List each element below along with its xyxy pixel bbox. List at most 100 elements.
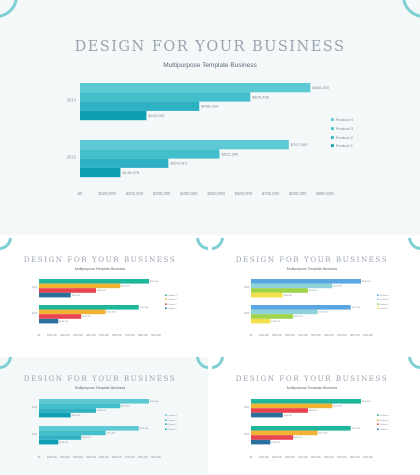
legend-swatch [377, 423, 379, 425]
x-tick-label: $0 [78, 191, 83, 196]
chart-thumbnail-2: DESIGN FOR YOUR BUSINESS Multipurpose Tem… [24, 255, 178, 337]
legend-label: Product 2 [380, 303, 390, 306]
bar [39, 314, 82, 319]
legend-swatch [377, 419, 379, 421]
legend-swatch [165, 294, 167, 296]
category-label: 2015 [32, 313, 38, 315]
bar [80, 158, 169, 168]
legend-label: Product 1 [380, 307, 390, 310]
x-tick-label: $300,000 [73, 335, 83, 337]
chart-subtitle: Multipurpose Template Business [287, 386, 338, 390]
bar [80, 92, 251, 102]
bar [251, 288, 308, 293]
legend-swatch [377, 307, 379, 309]
bar [251, 430, 318, 436]
chart-subtitle: Multipurpose Template Business [75, 386, 126, 390]
bar-value-label: $243,987 [72, 415, 82, 417]
legend-label: Product 1 [336, 143, 354, 148]
chart-title: DESIGN FOR YOUR BUSINESS [236, 374, 388, 383]
x-tick-label: $100,000 [98, 191, 116, 196]
legend-label: Product 2 [168, 303, 178, 306]
chart-main: DESIGN FOR YOUR BUSINESS Multipurpose Tem… [67, 39, 354, 196]
legend-swatch [331, 144, 334, 147]
legend-label: Product 3 [336, 126, 354, 131]
legend-swatch [165, 428, 167, 430]
x-tick-label: $800,000 [350, 457, 360, 459]
bar-value-label: $148,578 [59, 442, 69, 444]
bar-value-label: $625,456 [121, 406, 131, 408]
x-tick-label: $900,000 [151, 457, 161, 459]
bar [251, 314, 294, 319]
bar [251, 318, 271, 324]
slide-thumbnail-3[interactable]: DESIGN FOR YOUR BUSINESS Multipurpose Tem… [212, 238, 420, 354]
x-tick-label: $0 [250, 335, 253, 337]
corner-decoration [408, 357, 420, 369]
bar [39, 435, 82, 440]
chart-thumbnail-5: DESIGN FOR YOUR BUSINESS Multipurpose Tem… [236, 374, 390, 459]
bar [39, 403, 121, 409]
corner-decoration [408, 238, 420, 250]
category-label: 2015 [67, 155, 77, 160]
x-tick-label: $900,000 [363, 335, 373, 337]
legend-label: Product 3 [168, 298, 178, 301]
bar [251, 439, 271, 445]
legend-label: Product 1 [168, 428, 178, 431]
chart-title: DESIGN FOR YOUR BUSINESS [24, 255, 176, 264]
slide-thumbnail-5[interactable]: DESIGN FOR YOUR BUSINESS Multipurpose Tem… [212, 357, 420, 475]
x-tick-label: $600,000 [324, 335, 334, 337]
legend-label: Product 2 [380, 423, 390, 426]
category-label: 2014 [32, 287, 38, 289]
bar [80, 83, 311, 93]
bar-value-label: $512,300 [221, 151, 238, 156]
category-label: 2015 [244, 313, 250, 315]
bar-value-label: $438,164 [97, 410, 107, 412]
category-label: 2014 [32, 407, 38, 409]
bar [39, 399, 150, 404]
x-tick-label: $300,000 [285, 335, 295, 337]
x-tick-label: $400,000 [86, 457, 96, 459]
legend-swatch [331, 136, 334, 139]
x-tick-label: $400,000 [180, 191, 198, 196]
bar [251, 309, 318, 315]
bar-value-label: $324,512 [82, 316, 92, 318]
bar [80, 167, 121, 178]
chart-title: DESIGN FOR YOUR BUSINESS [24, 374, 176, 383]
bar-value-label: $625,456 [333, 286, 343, 288]
bar-value-label: $846,200 [312, 85, 329, 90]
legend-swatch [165, 423, 167, 425]
legend-label: Product 3 [380, 419, 390, 422]
x-tick-label: $500,000 [99, 457, 109, 459]
bar [39, 283, 121, 289]
slide-main[interactable]: DESIGN FOR YOUR BUSINESS Multipurpose Tem… [0, 0, 420, 235]
x-tick-label: $200,000 [126, 191, 144, 196]
legend-label: Product 4 [336, 117, 354, 122]
bar [251, 279, 362, 284]
x-tick-label: $500,000 [99, 335, 109, 337]
x-tick-label: $0 [38, 457, 41, 459]
bar-value-label: $767,000 [291, 142, 308, 147]
legend-label: Product 4 [380, 294, 390, 297]
bar-value-label: $512,300 [107, 312, 117, 314]
slide-thumbnail-2[interactable]: DESIGN FOR YOUR BUSINESS Multipurpose Tem… [0, 238, 208, 354]
x-tick-label: $100,000 [259, 335, 269, 337]
bar-value-label: $512,300 [319, 433, 329, 435]
x-tick-label: $600,000 [324, 457, 334, 459]
bar-value-label: $243,987 [284, 295, 294, 297]
x-tick-label: $800,000 [138, 335, 148, 337]
slide-thumbnail-4[interactable]: DESIGN FOR YOUR BUSINESS Multipurpose Tem… [0, 357, 208, 475]
chart-title: DESIGN FOR YOUR BUSINESS [75, 39, 346, 55]
x-tick-label: $800,000 [138, 457, 148, 459]
bar-value-label: $243,987 [284, 415, 294, 417]
bar [39, 439, 59, 445]
bar-value-label: $324,512 [82, 437, 92, 439]
x-tick-label: $700,000 [262, 191, 280, 196]
bar [251, 283, 333, 289]
category-label: 2015 [244, 434, 250, 436]
x-tick-label: $700,000 [125, 457, 135, 459]
bar [39, 430, 106, 436]
chart-title: DESIGN FOR YOUR BUSINESS [236, 255, 388, 264]
legend-swatch [377, 294, 379, 296]
legend-swatch [331, 127, 334, 130]
bar-value-label: $767,000 [140, 428, 150, 430]
x-tick-label: $500,000 [311, 457, 321, 459]
